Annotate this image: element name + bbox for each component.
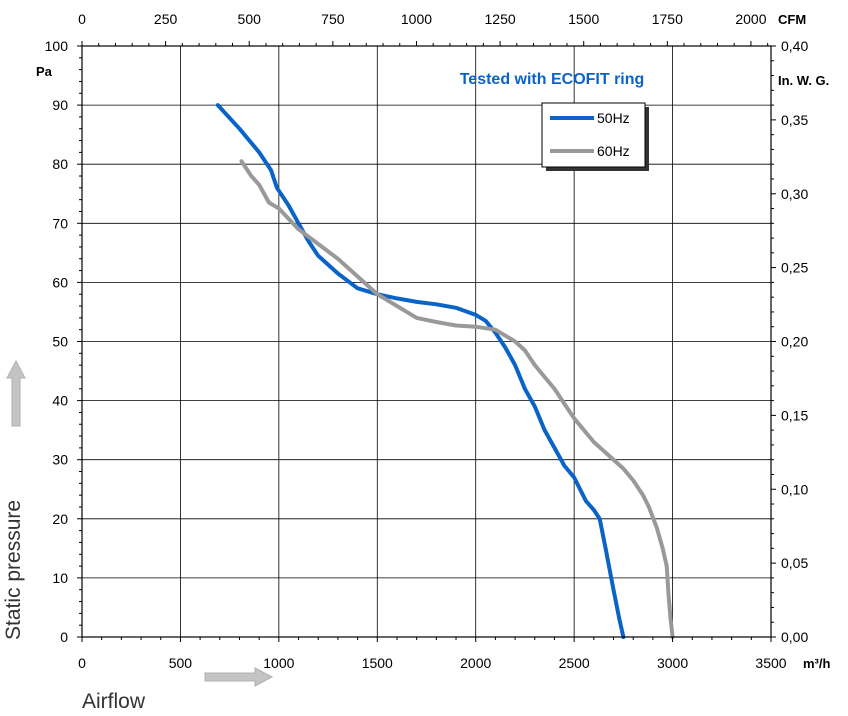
y2-unit-label: In. W. G. [778, 73, 829, 88]
x2-tick-label: 1250 [485, 11, 516, 27]
legend-box [541, 102, 646, 168]
y2-tick-label: 0,40 [781, 38, 808, 54]
y2-tick-label: 0,25 [781, 260, 808, 276]
x2-tick-label: 1000 [401, 11, 432, 27]
y-tick-label: 90 [52, 97, 68, 113]
x-tick-label: 0 [78, 655, 86, 671]
y-tick-label: 70 [52, 215, 68, 231]
chart-annotation: Tested with ECOFIT ring [460, 71, 645, 88]
data-series [215, 103, 675, 639]
y2-tick-label: 0,20 [781, 334, 808, 350]
y-axis-title: Static pressure [2, 500, 25, 640]
y-tick-label: 10 [52, 570, 68, 586]
y-tick-label: 60 [52, 274, 68, 290]
y-tick-label: 40 [52, 393, 68, 409]
x-tick-label: 3000 [657, 655, 688, 671]
y2-tick-label: 0,30 [781, 186, 808, 202]
y-tick-label: 100 [45, 38, 69, 54]
x-unit-label: m³/h [803, 656, 831, 671]
legend-label-50hz: 50Hz [597, 110, 630, 126]
x-tick-label: 2000 [460, 655, 491, 671]
x2-tick-label: 500 [238, 11, 262, 27]
x2-tick-label: 250 [154, 11, 178, 27]
y2-tick-label: 0,15 [781, 407, 808, 423]
x2-tick-label: 2000 [735, 11, 766, 27]
x2-tick-label: 750 [321, 11, 345, 27]
x2-unit-label: CFM [778, 12, 806, 27]
y-tick-label: 0 [60, 629, 68, 645]
legend: 50Hz 60Hz [541, 102, 649, 171]
y-unit-label: Pa [36, 64, 53, 79]
x-tick-label: 1500 [362, 655, 393, 671]
x-tick-label: 500 [169, 655, 193, 671]
series-line-60hz [239, 159, 675, 639]
x2-tick-label: 1750 [652, 11, 683, 27]
y-tick-label: 80 [52, 156, 68, 172]
x2-tick-label: 0 [78, 11, 86, 27]
y-tick-label: 50 [52, 334, 68, 350]
x-tick-label: 3500 [755, 655, 786, 671]
x-tick-label: 1000 [263, 655, 294, 671]
legend-label-60hz: 60Hz [597, 143, 630, 159]
x-tick-label: 2500 [559, 655, 590, 671]
y-direction-arrow-icon [6, 359, 26, 427]
y2-tick-label: 0,00 [781, 629, 808, 645]
y2-tick-label: 0,10 [781, 481, 808, 497]
y2-tick-label: 0,05 [781, 555, 808, 571]
grid [81, 45, 772, 638]
x-direction-arrow-icon [204, 667, 274, 687]
x-axis-title: Airflow [82, 690, 146, 713]
axes [77, 41, 776, 642]
y-tick-label: 30 [52, 452, 68, 468]
y2-tick-label: 0,35 [781, 112, 808, 128]
series-line-50hz [215, 103, 626, 639]
y-tick-label: 20 [52, 511, 68, 527]
x2-tick-label: 1500 [568, 11, 599, 27]
